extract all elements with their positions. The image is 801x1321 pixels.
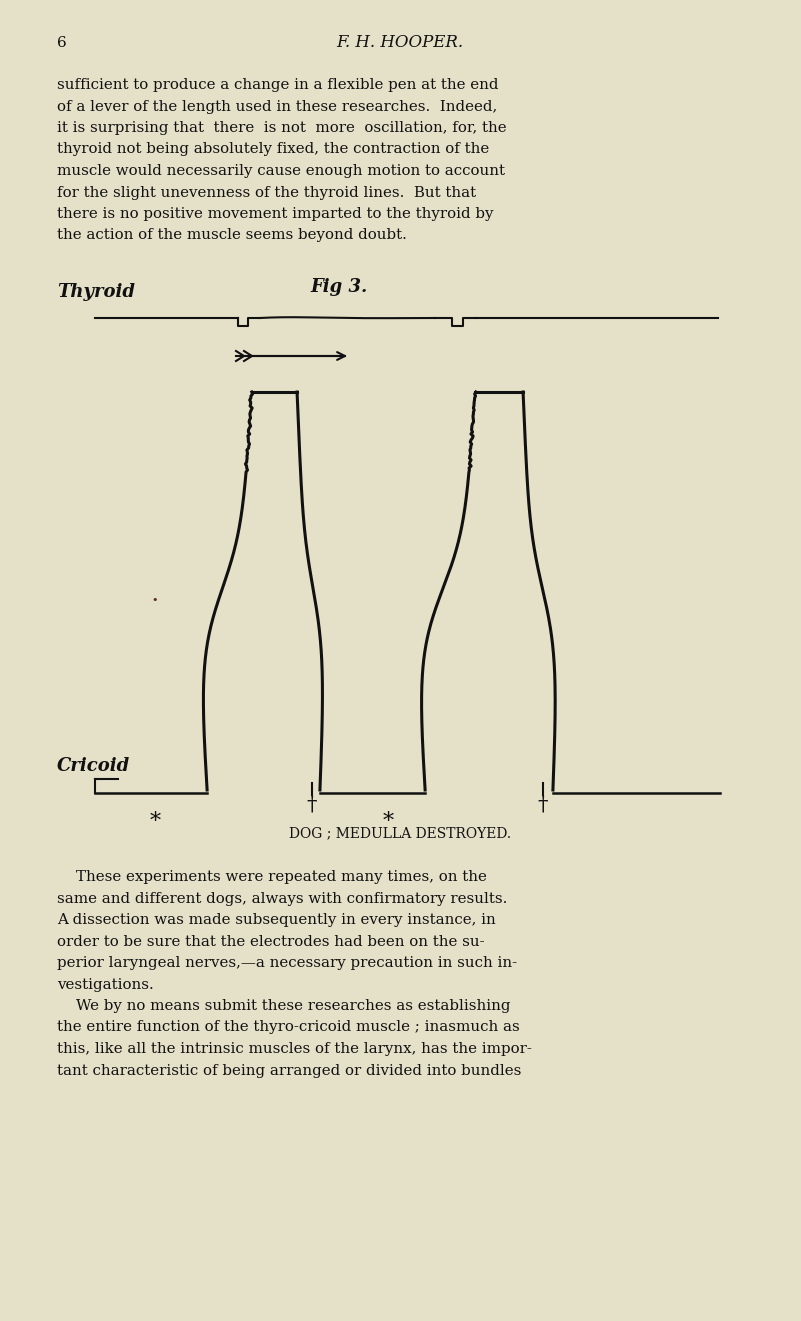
Text: vestigations.: vestigations. [57, 978, 154, 992]
Text: Fig 3.: Fig 3. [310, 277, 367, 296]
Text: †: † [537, 795, 548, 814]
Text: A dissection was made subsequently in every instance, in: A dissection was made subsequently in ev… [57, 913, 496, 927]
Text: We by no means submit these researches as establishing: We by no means submit these researches a… [57, 999, 510, 1013]
Text: sufficient to produce a change in a flexible pen at the end: sufficient to produce a change in a flex… [57, 78, 498, 92]
Text: Thyroid: Thyroid [57, 283, 135, 301]
Text: F. H. HOOPER.: F. H. HOOPER. [336, 34, 464, 52]
Text: perior laryngeal nerves,—a necessary precaution in such in-: perior laryngeal nerves,—a necessary pre… [57, 956, 517, 970]
Text: it is surprising that  there  is not  more  oscillation, for, the: it is surprising that there is not more … [57, 122, 506, 135]
Text: These experiments were repeated many times, on the: These experiments were repeated many tim… [57, 871, 487, 884]
Text: tant characteristic of being arranged or divided into bundles: tant characteristic of being arranged or… [57, 1063, 521, 1078]
Text: for the slight unevenness of the thyroid lines.  But that: for the slight unevenness of the thyroid… [57, 185, 476, 199]
Text: *: * [382, 811, 393, 834]
Text: this, like all the intrinsic muscles of the larynx, has the impor-: this, like all the intrinsic muscles of … [57, 1042, 532, 1055]
Text: Cricoid: Cricoid [57, 757, 131, 775]
Text: DOG ; MEDULLA DESTROYED.: DOG ; MEDULLA DESTROYED. [289, 826, 511, 840]
Text: muscle would necessarily cause enough motion to account: muscle would necessarily cause enough mo… [57, 164, 505, 178]
Text: •: • [151, 594, 159, 605]
Text: †: † [307, 795, 317, 814]
Text: the entire function of the thyro-cricoid muscle ; inasmuch as: the entire function of the thyro-cricoid… [57, 1021, 520, 1034]
Text: same and different dogs, always with confirmatory results.: same and different dogs, always with con… [57, 892, 507, 905]
Text: there is no positive movement imparted to the thyroid by: there is no positive movement imparted t… [57, 207, 493, 221]
Text: 6: 6 [57, 36, 66, 50]
Text: *: * [150, 811, 160, 834]
Text: order to be sure that the electrodes had been on the su-: order to be sure that the electrodes had… [57, 934, 485, 948]
Text: thyroid not being absolutely fixed, the contraction of the: thyroid not being absolutely fixed, the … [57, 143, 489, 156]
Text: of a lever of the length used in these researches.  Indeed,: of a lever of the length used in these r… [57, 99, 497, 114]
Text: the action of the muscle seems beyond doubt.: the action of the muscle seems beyond do… [57, 229, 407, 243]
